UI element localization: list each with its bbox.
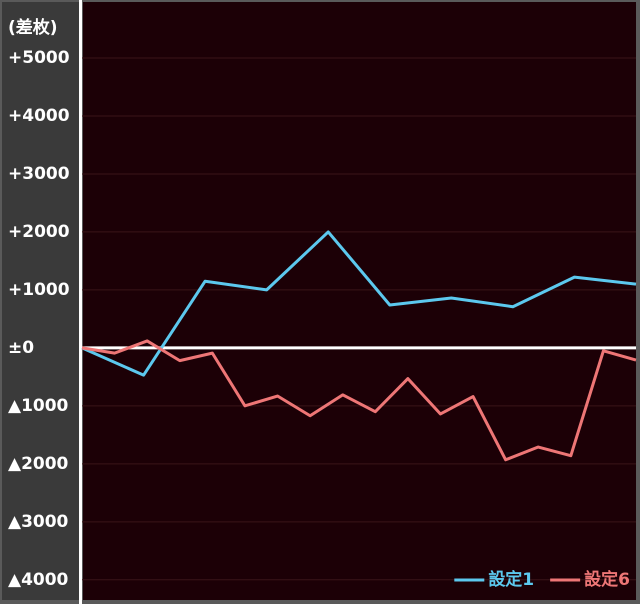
legend-label: 設定6 [584,569,630,590]
y-axis-label: (差枚) [8,17,58,38]
plot-area [83,2,636,600]
y-tick-label: ▲4000 [8,570,69,590]
y-tick-label: ±0 [8,338,34,358]
series-line [81,339,637,462]
y-axis-line [79,0,82,604]
y-tick-label: ▲2000 [8,454,69,474]
y-tick-label: +1000 [8,280,70,300]
y-tick-label: ▲1000 [8,396,69,416]
y-tick-label: +2000 [8,222,70,242]
y-tick-label: ▲3000 [8,512,69,532]
series-line [81,230,637,377]
y-tick-label: +4000 [8,106,70,126]
y-tick-label: +5000 [8,48,70,68]
legend-label: 設定1 [488,569,534,590]
y-tick-label: +3000 [8,164,70,184]
axis-panel [2,2,80,600]
